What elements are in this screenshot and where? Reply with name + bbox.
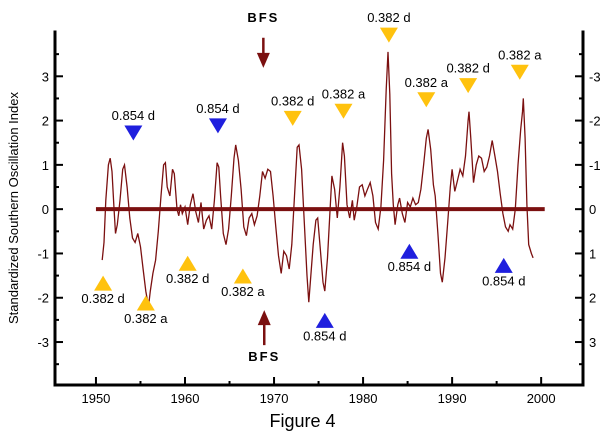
y-tick-label-right: -1	[589, 158, 601, 173]
x-tick-label: 1980	[349, 391, 378, 406]
period-0854-triangle-up-marker	[494, 257, 513, 273]
annotation-label: 0.382 a	[322, 86, 366, 101]
period-0382-triangle-up-marker	[136, 295, 155, 311]
period-0382-triangle-down-marker	[283, 110, 302, 126]
period-0382-triangle-down-marker	[379, 27, 398, 43]
period-0854-triangle-down-marker	[124, 125, 143, 141]
bfs-label: BFS	[247, 10, 279, 25]
period-0382-triangle-down-marker	[459, 78, 478, 94]
annotation-label: 0.382 d	[367, 10, 410, 25]
period-0382-triangle-down-marker	[417, 92, 436, 108]
y-tick-label-left: 0	[42, 202, 49, 217]
bfs-arrow-head-down	[256, 52, 270, 68]
y-tick-label-left: 2	[42, 114, 49, 129]
period-0854-triangle-down-marker	[208, 118, 227, 134]
annotation-label: 0.854 d	[112, 108, 155, 123]
y-axis-title: Standardized Southern Oscillation Index	[6, 92, 21, 324]
y-tick-label-right: 3	[589, 335, 596, 350]
annotation-label: 0.854 d	[196, 101, 239, 116]
period-0382-triangle-up-marker	[233, 268, 252, 284]
x-tick-label: 1970	[260, 391, 289, 406]
figure-caption: Figure 4	[269, 411, 336, 431]
y-tick-label-left: 1	[42, 158, 49, 173]
x-tick-label: 1990	[438, 391, 467, 406]
x-tick-label: 1960	[171, 391, 200, 406]
x-tick-label: 1950	[81, 391, 110, 406]
annotation-label: 0.854 d	[482, 273, 525, 288]
period-0854-triangle-up-marker	[400, 243, 419, 259]
bfs-arrow-head-up	[257, 310, 271, 326]
period-0382-triangle-up-marker	[94, 275, 113, 291]
annotation-label: 0.382 a	[124, 311, 168, 326]
annotation-label: 0.382 a	[498, 47, 542, 62]
annotation-label: 0.854 d	[388, 259, 431, 274]
annotation-label: 0.382 d	[166, 271, 209, 286]
y-tick-label-left: -3	[37, 335, 49, 350]
annotation-label: 0.382 a	[221, 284, 265, 299]
x-tick-label: 2000	[527, 391, 556, 406]
period-0854-triangle-up-marker	[315, 312, 334, 328]
y-tick-label-right: -3	[589, 69, 601, 84]
y-tick-label-right: -2	[589, 114, 601, 129]
annotation-label: 0.382 d	[81, 291, 124, 306]
annotation-label: 0.382 d	[446, 61, 489, 76]
y-tick-label-left: -1	[37, 246, 49, 261]
period-0382-triangle-down-marker	[510, 64, 529, 80]
period-0382-triangle-up-marker	[178, 255, 197, 271]
y-tick-label-left: 3	[42, 69, 49, 84]
y-tick-label-right: 0	[589, 202, 596, 217]
annotation-label: 0.854 d	[303, 328, 346, 343]
y-tick-label-right: 2	[589, 291, 596, 306]
soi-series-line	[101, 51, 534, 307]
annotation-label: 0.382 d	[271, 93, 314, 108]
annotation-label: 0.382 a	[405, 75, 449, 90]
y-tick-label-left: -2	[37, 291, 49, 306]
y-tick-label-right: 1	[589, 246, 596, 261]
period-0382-triangle-down-marker	[334, 103, 353, 119]
bfs-label: BFS	[248, 349, 280, 364]
